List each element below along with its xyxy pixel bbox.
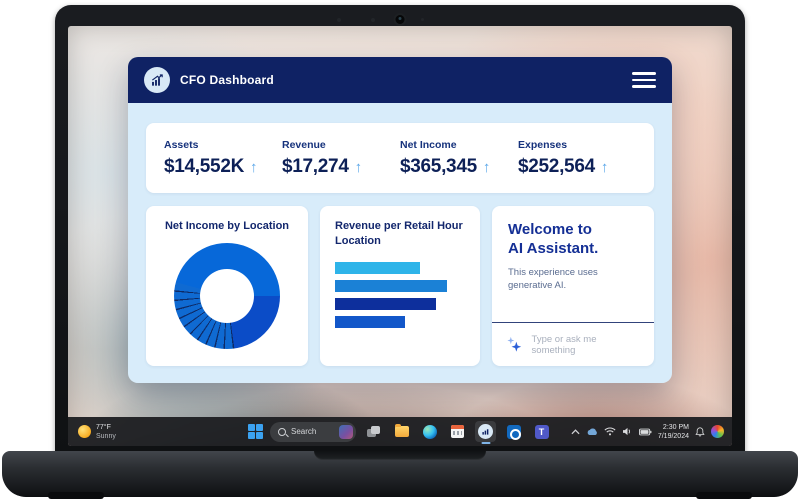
rubber-foot [48, 492, 104, 499]
tray-date: 7/19/2024 [657, 432, 689, 440]
lid-notch [314, 451, 486, 460]
tray-time: 2:30 PM [662, 423, 689, 431]
calendar-icon [451, 425, 464, 438]
assistant-input-placeholder: Type or ask me something [531, 333, 597, 356]
webcam-icon [395, 15, 405, 24]
net-income-by-location-card: Net Income by Location [146, 206, 308, 366]
cards-row: Net Income by Location Revenue per Retai… [146, 206, 654, 366]
sparkle-icon [507, 336, 522, 352]
notifications-bell-icon[interactable] [695, 426, 705, 437]
folder-icon [394, 424, 409, 437]
assistant-subtitle: This experience uses generative AI. [508, 266, 598, 291]
outlook-button[interactable] [503, 421, 524, 442]
kpi-label: Assets [164, 138, 199, 151]
weather-widget[interactable]: 77°F Sunny [78, 417, 116, 446]
assistant-title-line1: Welcome to [508, 221, 592, 238]
task-view-button[interactable] [363, 421, 384, 442]
revenue-per-retail-hour-card: Revenue per Retail Hour Location [320, 206, 480, 366]
kpi-net-income: Net Income $365,345 ↑ [400, 139, 518, 178]
clock[interactable]: 2:30 PM 7/19/2024 [658, 423, 689, 441]
cfo-dashboard-app-button[interactable] [475, 421, 496, 442]
cfo-dashboard-window: CFO Dashboard Assets $14,552K ↑ Revenue $17,… [128, 57, 672, 383]
laptop-base [2, 451, 798, 499]
app-title: CFO Dashboard [180, 73, 274, 87]
volume-icon[interactable] [622, 427, 633, 436]
trend-up-arrow-icon: ↑ [600, 158, 609, 176]
kpi-value: $17,274 [282, 155, 349, 177]
growth-chart-icon [151, 73, 163, 86]
task-view-icon [367, 426, 380, 437]
edge-icon [422, 424, 437, 439]
laptop-screen: CFO Dashboard Assets $14,552K ↑ Revenue $17,… [68, 26, 732, 446]
hidden-icons-chevron-icon[interactable] [571, 428, 580, 435]
bar-4 [335, 315, 406, 328]
rubber-foot [696, 492, 752, 499]
search-icon [278, 427, 286, 436]
kpi-revenue: Revenue $17,274 ↑ [282, 139, 400, 178]
start-button[interactable] [248, 424, 263, 439]
copilot-icon[interactable] [711, 425, 724, 438]
kpi-label: Net Income [400, 138, 457, 151]
kpi-assets: Assets $14,552K ↑ [164, 139, 282, 178]
cfo-dashboard-app-icon [478, 424, 493, 439]
bar-1 [335, 261, 420, 274]
edge-button[interactable] [419, 421, 440, 442]
revenue-bar-chart[interactable] [335, 261, 465, 328]
trend-up-arrow-icon: ↑ [354, 158, 363, 176]
trend-up-arrow-icon: ↑ [250, 158, 258, 176]
taskbar-center: Search [248, 417, 552, 446]
kpi-label: Expenses [518, 138, 568, 151]
weather-temp: 77°F [96, 423, 111, 431]
search-highlights-thumbnail [339, 424, 353, 439]
kpi-label: Revenue [282, 138, 326, 151]
ai-assistant-card: Welcome to AI Assistant. This experience… [492, 206, 654, 366]
app-header: CFO Dashboard [128, 57, 672, 103]
teams-icon: T [534, 424, 549, 439]
weather-condition: Sunny [96, 432, 116, 440]
menu-button[interactable] [632, 72, 656, 88]
teams-button[interactable]: T [531, 421, 552, 442]
bar-3 [335, 297, 437, 310]
bar-2 [335, 279, 447, 292]
app-logo [144, 67, 170, 93]
trend-up-arrow-icon: ↑ [482, 158, 491, 176]
donut-card-title: Net Income by Location [164, 220, 290, 232]
system-tray: 2:30 PM 7/19/2024 [571, 417, 724, 446]
ir-sensor-dot [337, 18, 341, 22]
kpi-value: $252,564 [518, 155, 595, 177]
assistant-input[interactable]: Type or ask me something [492, 322, 654, 366]
sun-icon [78, 425, 91, 438]
mic-dot [421, 18, 424, 21]
app-body: Assets $14,552K ↑ Revenue $17,274 ↑ Net Income… [128, 103, 672, 383]
search-label: Search [291, 427, 317, 436]
battery-icon[interactable] [638, 428, 652, 436]
wifi-icon[interactable] [604, 427, 616, 436]
search-box[interactable]: Search [270, 421, 356, 442]
net-income-donut-chart[interactable] [174, 242, 280, 349]
webcam-bezel [55, 5, 745, 31]
taskbar: 77°F Sunny Search [68, 417, 732, 446]
kpi-value: $365,345 [400, 155, 477, 177]
onedrive-icon[interactable] [586, 427, 598, 436]
file-explorer-button[interactable] [391, 421, 412, 442]
kpi-summary-card: Assets $14,552K ↑ Revenue $17,274 ↑ Net Income… [146, 123, 654, 193]
bars-card-title: Revenue per Retail Hour Location [335, 220, 463, 247]
ir-sensor-dot [371, 18, 375, 22]
calendar-button[interactable] [447, 421, 468, 442]
outlook-icon [506, 424, 521, 440]
kpi-expenses: Expenses $252,564 ↑ [518, 139, 636, 178]
assistant-title-line2: AI Assistant. [508, 239, 599, 257]
kpi-value: $14,552K [164, 155, 245, 177]
